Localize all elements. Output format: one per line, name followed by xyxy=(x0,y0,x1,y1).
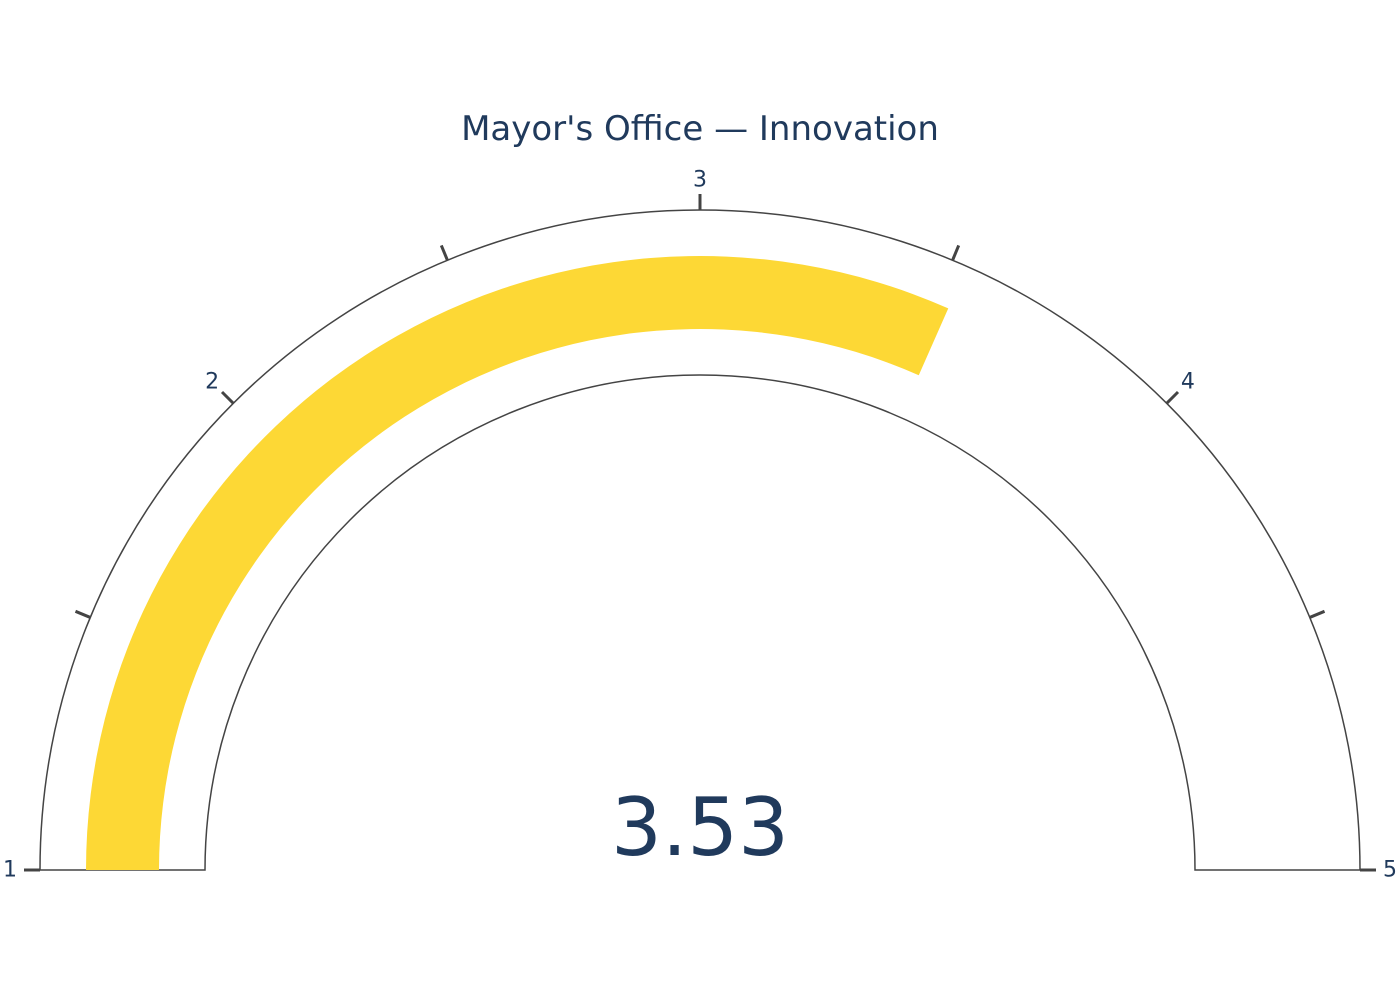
tick-label-3: 3 xyxy=(693,168,707,193)
tick-label-5: 5 xyxy=(1383,858,1397,883)
minor-tick-2 xyxy=(439,244,449,261)
gauge-outline xyxy=(39,209,1361,871)
minor-tick-4 xyxy=(1309,609,1326,619)
tick-label-2: 2 xyxy=(205,370,219,395)
major-tick-2 xyxy=(220,390,235,405)
gauge-value-bar xyxy=(86,255,949,871)
gauge-value-number: 3.53 xyxy=(611,781,789,874)
minor-tick-1 xyxy=(74,609,91,619)
minor-tick-3 xyxy=(951,244,961,261)
gauge-tick-labels: 1 2 3 4 5 xyxy=(3,168,1397,883)
major-tick-4 xyxy=(1165,390,1180,405)
chart-title: Mayor's Office — Innovation xyxy=(461,109,939,149)
gauge-ticks xyxy=(24,194,1376,872)
tick-label-1: 1 xyxy=(3,858,17,883)
tick-label-4: 4 xyxy=(1181,370,1195,395)
